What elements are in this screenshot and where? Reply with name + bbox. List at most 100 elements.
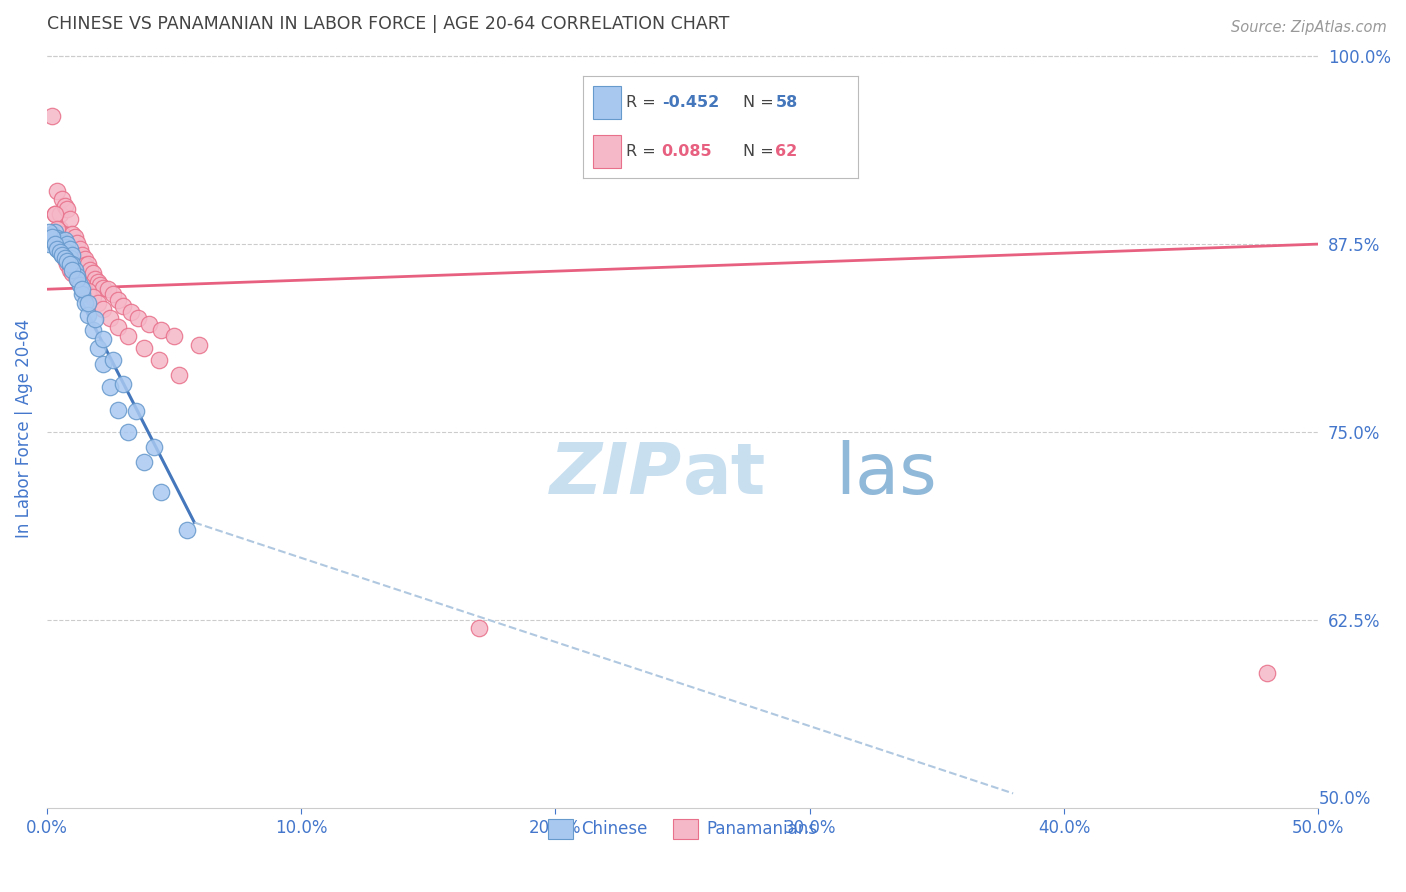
Point <box>150 485 173 500</box>
Point <box>53 251 76 265</box>
Point <box>51 247 73 261</box>
Point <box>51 244 73 259</box>
Text: R =: R = <box>626 95 661 110</box>
Point <box>76 295 98 310</box>
Point <box>72 286 94 301</box>
Point <box>167 368 190 382</box>
Point <box>150 323 173 337</box>
Point <box>53 246 76 260</box>
Point <box>66 268 89 283</box>
Point <box>87 295 110 310</box>
Point <box>41 109 63 123</box>
Point <box>59 262 82 277</box>
Text: at: at <box>682 440 766 508</box>
Point <box>51 227 73 241</box>
Point <box>120 305 142 319</box>
Point <box>72 247 94 261</box>
Point <box>100 380 122 394</box>
Point <box>176 523 198 537</box>
Text: Source: ZipAtlas.com: Source: ZipAtlas.com <box>1230 20 1386 35</box>
Point <box>87 341 110 355</box>
Point <box>107 293 129 307</box>
Point <box>138 317 160 331</box>
Point <box>112 377 135 392</box>
Text: 62: 62 <box>776 145 797 160</box>
Point <box>89 277 111 292</box>
Text: 58: 58 <box>776 95 797 110</box>
Point <box>101 353 124 368</box>
Point <box>107 319 129 334</box>
Point <box>46 235 69 250</box>
Point <box>82 290 104 304</box>
Text: N =: N = <box>742 145 779 160</box>
Point <box>48 237 70 252</box>
Point <box>46 185 69 199</box>
Point <box>56 202 79 217</box>
Point <box>38 229 60 244</box>
Point <box>76 284 98 298</box>
Point <box>38 225 60 239</box>
Text: 50.0%: 50.0% <box>1319 790 1371 808</box>
Point <box>76 257 98 271</box>
Point <box>60 247 83 261</box>
Point <box>41 233 63 247</box>
Text: las: las <box>835 440 936 508</box>
Point <box>56 253 79 268</box>
Y-axis label: In Labor Force | Age 20-64: In Labor Force | Age 20-64 <box>15 318 32 538</box>
Bar <box>593 87 620 119</box>
Point <box>163 329 186 343</box>
Point <box>132 455 155 469</box>
Point <box>82 323 104 337</box>
Point <box>56 237 79 252</box>
Point <box>56 238 79 252</box>
Point <box>53 199 76 213</box>
Text: CHINESE VS PANAMANIAN IN LABOR FORCE | AGE 20-64 CORRELATION CHART: CHINESE VS PANAMANIAN IN LABOR FORCE | A… <box>46 15 730 33</box>
Text: 0.085: 0.085 <box>662 145 713 160</box>
Point <box>117 329 139 343</box>
Point <box>142 440 165 454</box>
Point <box>79 262 101 277</box>
Text: ZIP: ZIP <box>550 440 682 508</box>
Point <box>101 286 124 301</box>
Point <box>60 247 83 261</box>
Point <box>91 332 114 346</box>
Point <box>87 275 110 289</box>
Point <box>44 207 66 221</box>
Text: -0.452: -0.452 <box>662 95 718 110</box>
Point <box>60 257 83 271</box>
Point <box>63 229 86 244</box>
Point <box>59 211 82 226</box>
Point <box>48 244 70 259</box>
Point <box>46 242 69 256</box>
Legend: Chinese, Panamanians: Chinese, Panamanians <box>541 812 824 846</box>
Point <box>51 192 73 206</box>
Point <box>127 310 149 325</box>
Point <box>84 312 107 326</box>
Point <box>63 262 86 277</box>
Point <box>41 227 63 241</box>
Point <box>132 341 155 355</box>
Point <box>468 621 491 635</box>
Point <box>66 235 89 250</box>
Point <box>107 402 129 417</box>
Text: N =: N = <box>742 95 779 110</box>
Point <box>46 242 69 256</box>
Point <box>100 310 122 325</box>
Point <box>148 353 170 368</box>
Point <box>51 242 73 256</box>
Point <box>66 271 89 285</box>
Point <box>84 271 107 285</box>
Point <box>63 252 86 267</box>
Point <box>91 281 114 295</box>
Point <box>76 308 98 322</box>
Point <box>56 244 79 259</box>
Point <box>48 243 70 257</box>
Point <box>66 271 89 285</box>
Point <box>53 240 76 254</box>
Point <box>69 242 91 256</box>
Text: R =: R = <box>626 145 666 160</box>
Point <box>97 282 120 296</box>
Point <box>91 358 114 372</box>
Point <box>59 251 82 265</box>
Point <box>48 207 70 221</box>
